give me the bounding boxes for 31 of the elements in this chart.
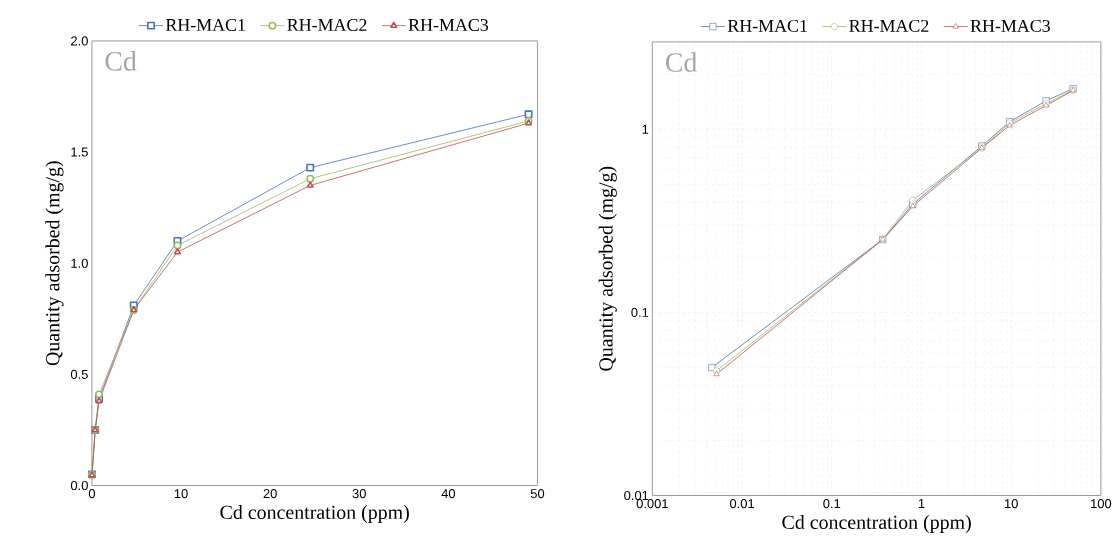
y-tick-label: 1 [642,124,649,134]
y-axis-title: Quantity adsorbed (mg/g) [45,161,64,366]
legend-label: RH-MAC2 [849,19,929,32]
x-tick-label: 0.001 [636,498,668,508]
y-tick-label: 1.5 [71,147,88,157]
x-tick-label: 0.1 [823,498,841,508]
legend-label: RH-MAC3 [408,18,489,31]
x-tick-label: 10 [174,488,188,498]
x-axis-title: Cd concentration (ppm) [220,504,409,523]
legend-label: RH-MAC2 [287,18,367,31]
x-tick-label: 1 [918,498,925,508]
annotation: Cd [105,50,137,71]
x-tick-label: 30 [352,488,366,498]
legend-label: RH-MAC1 [165,18,245,31]
legend-label: RH-MAC3 [970,19,1050,32]
x-tick-label: 20 [263,488,277,498]
y-tick-label: 1.0 [71,258,88,268]
x-tick-label: 0.01 [729,498,755,508]
x-tick-label: 0 [88,488,96,498]
x-tick-label: 10 [1004,498,1018,508]
y-tick-label: 0.0 [70,480,88,490]
annotation: Cd [665,52,698,72]
y-tick-label: 2.0 [71,36,88,46]
y-axis-title: Quantity adsorbed (mg/g) [598,166,617,371]
y-tick-label: 0.5 [70,369,88,379]
x-tick-label: 50 [530,488,545,498]
x-tick-label: 100 [1091,498,1112,508]
legend-label: RH-MAC1 [727,19,807,32]
x-axis-title: Cd concentration (ppm) [782,514,971,533]
y-tick-label: 0.1 [631,307,649,317]
x-tick-label: 40 [441,488,456,498]
